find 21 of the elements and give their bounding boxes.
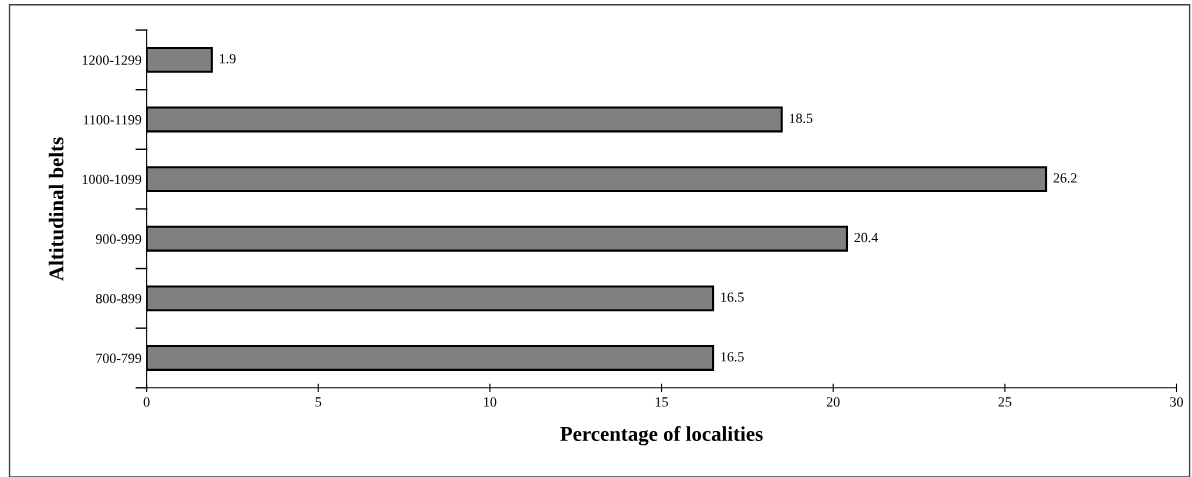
x-axis-title: Percentage of localities	[560, 426, 763, 446]
y-tick-label: 800-899	[95, 293, 142, 304]
x-tick-label: 0	[143, 397, 150, 407]
y-tick-label: 1200-1299	[82, 55, 142, 65]
data-label: 26.2	[1053, 173, 1077, 183]
data-label: 16.5	[721, 292, 744, 302]
data-label: 18.5	[789, 113, 813, 124]
y-axis-title: Altitudinal belts	[48, 137, 64, 281]
data-label: 16.5	[721, 352, 744, 362]
x-tick-label: 30	[1170, 397, 1183, 407]
x-tick-label: 25	[998, 397, 1012, 407]
x-tick-label: 15	[655, 397, 668, 407]
y-tick-label: 700-799	[96, 353, 142, 363]
y-tick-label: 1000-1099	[82, 174, 142, 185]
x-tick-label: 10	[484, 397, 497, 407]
x-tick-label: 5	[315, 397, 322, 407]
x-tick-label: 20	[826, 397, 840, 407]
y-tick-label: 1100-1199	[83, 115, 142, 125]
data-label: 1.9	[220, 54, 236, 64]
data-label: 20.4	[854, 232, 878, 243]
y-tick-label: 900-999	[95, 234, 142, 244]
